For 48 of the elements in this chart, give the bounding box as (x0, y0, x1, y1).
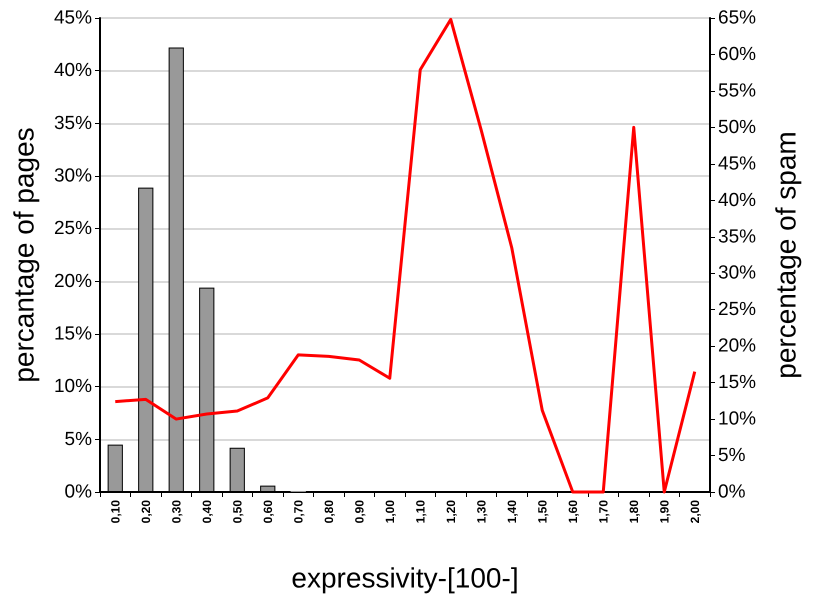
x-tick-label: 1,90 (657, 500, 672, 524)
x-tick-label: 0,90 (352, 500, 366, 524)
y-tick-label: 30% (54, 166, 92, 186)
x-tick-label: 1,50 (535, 500, 550, 524)
x-tick-label: 0,20 (138, 500, 153, 524)
y2-tick-label: 45% (718, 153, 756, 174)
x-tick-label: 0,80 (322, 500, 336, 524)
y-tick-label: 45% (54, 8, 92, 28)
y-tick-label: 20% (54, 270, 92, 292)
y-tick-label: 35% (54, 112, 92, 134)
y2-tick-label: 20% (718, 336, 756, 357)
x-tick-label: 0,70 (291, 500, 306, 524)
y2-axis-title: percentage of spam (770, 131, 802, 379)
y-tick-label: 0% (64, 482, 92, 502)
line-series (114, 18, 696, 494)
x-tick-label: 0,40 (200, 500, 214, 524)
y-axis-title: percantage of pages (8, 127, 40, 383)
x-tick-label: 1,20 (444, 500, 458, 524)
x-tick-label: 1,00 (382, 500, 397, 524)
x-tick-label: 1,60 (566, 500, 580, 524)
x-tick-label: 1,70 (596, 500, 610, 524)
x-axis-title: expressivity-[100-] (291, 562, 519, 594)
y2-tick-label: 30% (718, 262, 756, 284)
y2-tick-label: 0% (718, 482, 746, 502)
x-tick-label: 1,80 (626, 500, 641, 524)
y-tick-label: 40% (54, 60, 92, 82)
y-tick-label: 25% (54, 218, 92, 240)
y2-tick-label: 40% (718, 190, 756, 211)
y2-tick-label: 35% (718, 226, 756, 248)
y2-tick-label: 10% (718, 408, 756, 430)
x-tick-label: 0,30 (169, 500, 184, 524)
x-tick-label: 0,10 (108, 500, 122, 524)
x-tick-label: 1,40 (504, 500, 519, 524)
x-tick-label: 1,30 (474, 500, 488, 524)
x-tick-label: 1,10 (413, 500, 428, 524)
y2-tick-label: 50% (718, 116, 756, 138)
y2-tick-label: 60% (718, 44, 756, 65)
y2-tick-label: 5% (718, 445, 746, 466)
y-tick-label: 10% (54, 376, 92, 398)
y-tick-label: 15% (54, 324, 92, 344)
x-tick-label: 2,00 (688, 500, 702, 524)
x-tick-label: 0,50 (230, 500, 244, 524)
y-tick-label: 5% (64, 428, 92, 450)
y2-tick-label: 65% (718, 8, 756, 28)
y2-tick-label: 55% (718, 80, 756, 102)
x-tick-label: 0,60 (260, 500, 275, 524)
y2-tick-label: 25% (718, 299, 756, 320)
y2-tick-label: 15% (718, 372, 756, 394)
